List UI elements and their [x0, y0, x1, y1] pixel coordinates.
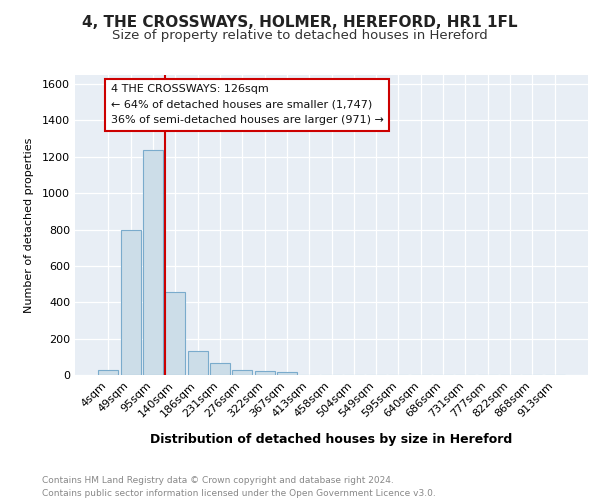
X-axis label: Distribution of detached houses by size in Hereford: Distribution of detached houses by size …	[151, 432, 512, 446]
Bar	[254, 372, 275, 375]
Y-axis label: Number of detached properties: Number of detached properties	[23, 138, 34, 312]
Bar	[210, 363, 230, 375]
Bar	[143, 150, 163, 375]
Text: 4 THE CROSSWAYS: 126sqm
← 64% of detached houses are smaller (1,747)
36% of semi: 4 THE CROSSWAYS: 126sqm ← 64% of detache…	[111, 84, 384, 126]
Bar	[98, 370, 118, 375]
Bar	[188, 352, 208, 375]
Text: 4, THE CROSSWAYS, HOLMER, HEREFORD, HR1 1FL: 4, THE CROSSWAYS, HOLMER, HEREFORD, HR1 …	[82, 15, 518, 30]
Bar	[165, 292, 185, 375]
Bar	[121, 230, 141, 375]
Bar	[277, 372, 297, 375]
Bar	[232, 370, 252, 375]
Text: Contains HM Land Registry data © Crown copyright and database right 2024.
Contai: Contains HM Land Registry data © Crown c…	[42, 476, 436, 498]
Text: Size of property relative to detached houses in Hereford: Size of property relative to detached ho…	[112, 28, 488, 42]
